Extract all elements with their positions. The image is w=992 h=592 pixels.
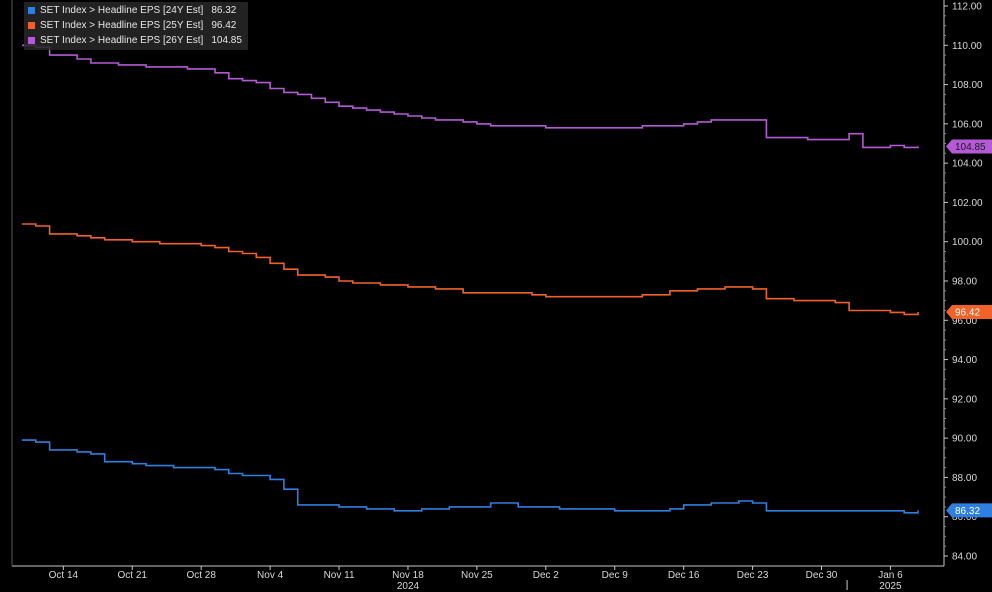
y-tick-label: 88.00 xyxy=(952,473,977,484)
x-year-label: 2025 xyxy=(879,581,902,592)
legend-swatch-26y xyxy=(28,37,35,44)
y-tick-label: 100.00 xyxy=(952,237,983,248)
y-tick-label: 98.00 xyxy=(952,277,977,288)
x-tick-label: Nov 11 xyxy=(324,570,355,581)
series-line-2 xyxy=(22,44,919,149)
legend-label-24y: SET Index > Headline EPS [24Y Est] xyxy=(40,5,204,16)
legend-value-26y: 104.85 xyxy=(211,35,242,46)
series-line-1 xyxy=(22,223,919,316)
x-tick-label: Nov 25 xyxy=(461,570,493,581)
last-value-label-1: 96.42 xyxy=(946,305,992,320)
x-tick-label: Nov 4 xyxy=(257,570,284,581)
x-tick-label: Dec 30 xyxy=(806,570,838,581)
last-value-badge-0 xyxy=(946,503,992,518)
legend-entry-24y[interactable]: SET Index > Headline EPS [24Y Est] 86.32 xyxy=(28,3,242,18)
legend-label-25y: SET Index > Headline EPS [25Y Est] xyxy=(40,20,204,31)
series-line-0 xyxy=(22,439,919,514)
y-tick-label: 86.00 xyxy=(952,512,977,523)
last-value-text-0: 86.32 xyxy=(955,506,980,517)
x-tick-label: Dec 16 xyxy=(668,570,700,581)
x-tick-label: Dec 2 xyxy=(533,570,560,581)
x-tick-label: Dec 9 xyxy=(602,570,629,581)
x-year-label: 2024 xyxy=(397,581,420,592)
last-value-badge-2 xyxy=(946,139,992,154)
y-tick-label: 94.00 xyxy=(952,355,977,366)
last-value-text-1: 96.42 xyxy=(955,308,980,319)
y-tick-label: 102.00 xyxy=(952,198,983,209)
last-value-badge-1 xyxy=(946,305,992,320)
y-tick-label: 110.00 xyxy=(952,41,982,52)
legend-value-24y: 86.32 xyxy=(211,5,237,16)
legend-value-25y: 96.42 xyxy=(211,20,237,31)
y-tick-label: 90.00 xyxy=(952,434,977,445)
x-tick-label: Oct 14 xyxy=(49,570,79,581)
legend-swatch-25y xyxy=(28,22,35,29)
legend-swatch-24y xyxy=(28,7,35,14)
y-tick-label: 96.00 xyxy=(952,316,977,327)
x-tick-label: Oct 28 xyxy=(186,570,216,581)
y-tick-label: 84.00 xyxy=(952,552,977,563)
chart-legend: SET Index > Headline EPS [24Y Est] 86.32… xyxy=(24,2,248,50)
last-value-label-0: 86.32 xyxy=(946,503,992,518)
legend-label-26y: SET Index > Headline EPS [26Y Est] xyxy=(40,35,204,46)
y-tick-label: 106.00 xyxy=(952,119,983,130)
y-tick-label: 104.00 xyxy=(952,159,983,170)
y-tick-label: 92.00 xyxy=(952,394,977,405)
x-tick-label: Oct 21 xyxy=(118,570,148,581)
legend-entry-26y[interactable]: SET Index > Headline EPS [26Y Est] 104.8… xyxy=(28,33,242,48)
x-tick-label: Nov 18 xyxy=(392,570,424,581)
y-tick-label: 112.00 xyxy=(952,2,982,13)
x-tick-label: Dec 23 xyxy=(737,570,769,581)
last-value-label-2: 104.85 xyxy=(946,139,992,154)
y-tick-label: 108.00 xyxy=(952,80,983,91)
legend-entry-25y[interactable]: SET Index > Headline EPS [25Y Est] 96.42 xyxy=(28,18,242,33)
last-value-text-2: 104.85 xyxy=(955,142,986,153)
x-tick-label: Jan 6 xyxy=(878,570,903,581)
